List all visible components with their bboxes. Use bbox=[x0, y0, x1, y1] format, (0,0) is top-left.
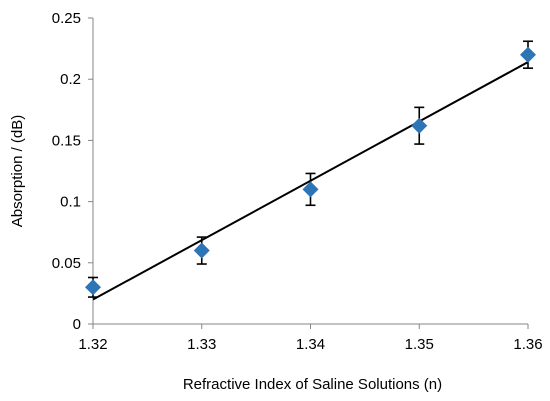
data-point bbox=[85, 279, 101, 296]
x-axis-title: Refractive Index of Saline Solutions (n) bbox=[183, 376, 442, 393]
y-tick-label: 0.15 bbox=[52, 132, 81, 149]
y-axis-title: Absorption / (dB) bbox=[9, 115, 26, 228]
data-point bbox=[411, 117, 428, 134]
data-point bbox=[520, 46, 536, 63]
y-tick-label: 0.2 bbox=[60, 71, 81, 88]
x-tick-label: 1.34 bbox=[296, 336, 325, 353]
data-point bbox=[193, 242, 210, 259]
data-point bbox=[302, 181, 319, 198]
y-tick-label: 0.1 bbox=[60, 194, 81, 211]
x-tick-label: 1.32 bbox=[78, 336, 107, 353]
x-tick-label: 1.33 bbox=[187, 336, 216, 353]
y-tick-label: 0.25 bbox=[52, 10, 81, 27]
x-tick-label: 1.36 bbox=[513, 336, 542, 353]
y-tick-label: 0.05 bbox=[52, 255, 81, 272]
x-tick-label: 1.35 bbox=[405, 336, 434, 353]
y-tick-label: 0 bbox=[73, 316, 81, 333]
